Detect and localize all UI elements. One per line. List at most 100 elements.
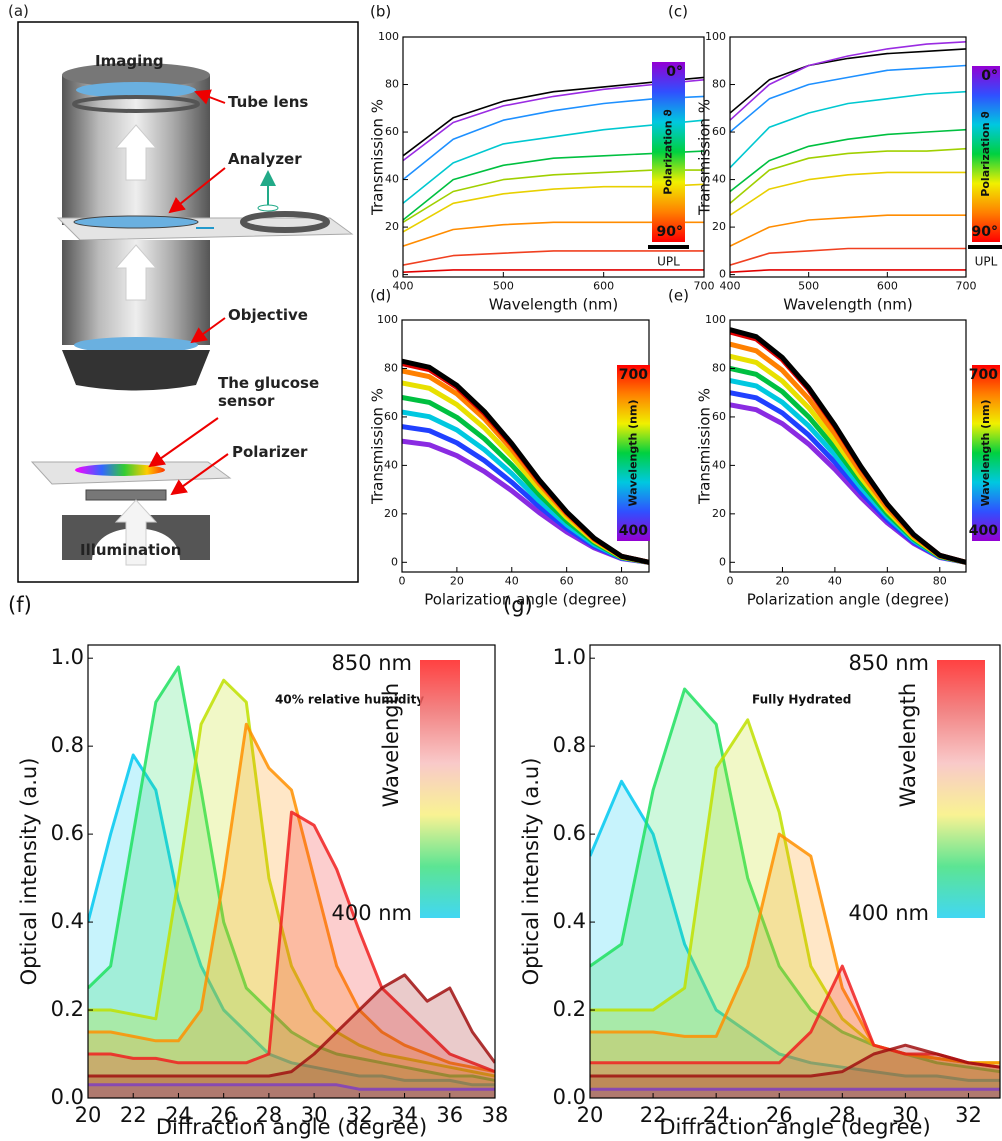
- y-tick-label: 60: [712, 410, 726, 423]
- series-group: [590, 687, 1000, 1098]
- diagram-label: Imaging: [95, 52, 164, 70]
- series-line: [730, 402, 966, 565]
- annotation: 40% relative humidity: [275, 693, 424, 707]
- plot-frame: [729, 36, 967, 278]
- y-tick-label: 0.2: [553, 997, 586, 1021]
- colorbar-tick-label: 90°: [657, 224, 683, 240]
- x-tick-label: 20: [75, 1103, 102, 1127]
- series-line: [88, 1083, 495, 1091]
- series-line: [590, 832, 1000, 1065]
- series-area: [88, 680, 495, 1098]
- y-tick-label: 20: [385, 220, 399, 233]
- series-area: [590, 781, 1000, 1098]
- series-line: [403, 250, 704, 266]
- y-axis-title: Transmission %: [696, 388, 714, 505]
- panel-label: (d): [370, 287, 391, 305]
- series-line: [88, 753, 495, 1087]
- colorbar: [652, 62, 685, 242]
- colorbar: [420, 660, 460, 918]
- colorbar-tick-label: 850 nm: [848, 651, 929, 675]
- series-line: [730, 90, 966, 169]
- y-tick-label: 0.4: [51, 909, 84, 933]
- y-tick-label: 0.8: [51, 733, 84, 757]
- series-line: [730, 269, 966, 273]
- colorbar-label: Wavelength (nm): [979, 400, 992, 507]
- series-area: [88, 755, 495, 1098]
- series-line: [730, 366, 966, 565]
- y-tick-label: 80: [712, 361, 726, 374]
- panel-label: (f): [8, 593, 32, 617]
- upl-swatch: [648, 245, 689, 249]
- x-tick-label: 30: [892, 1103, 919, 1127]
- y-axis-title: Transmission %: [369, 99, 387, 216]
- chart: (f) 20 22 24 26 28 30 32 34 36 38 0.0 0.2 0.4 0.6 0.8 1.…: [8, 593, 508, 1139]
- chart: (e) 0 20 40 60 80 0 20 40 60 80 100 Polarization ang…: [668, 287, 1000, 609]
- x-axis-title: Polarization angle (degree): [424, 591, 627, 609]
- colorbar-tick-label: 400: [969, 523, 998, 539]
- series-line: [730, 327, 966, 565]
- colorbar-label: Wavelength (nm): [627, 400, 640, 507]
- x-axis-title: Diffraction angle (degree): [156, 1115, 427, 1139]
- series-line: [730, 147, 966, 204]
- x-axis-title: Polarization angle (degree): [747, 591, 950, 609]
- colorbar-label: Polarization ϑ: [979, 111, 992, 196]
- series-line: [730, 41, 966, 121]
- chart: (c) 400 500 600 700 0 20 40 60 80 100 Wavelength (n…: [668, 3, 1002, 314]
- colorbar-tick-label: 700: [619, 367, 648, 383]
- y-tick-label: 0.0: [553, 1085, 586, 1109]
- y-tick-label: 0.6: [553, 821, 586, 845]
- chart: (d) 0 20 40 60 80 0 20 40 60 80 100 Polarization ang…: [369, 287, 650, 609]
- series-area: [590, 689, 1000, 1098]
- y-tick-label: 0: [392, 268, 399, 281]
- series-area: [88, 974, 495, 1098]
- x-tick-label: 700: [694, 279, 715, 292]
- colorbar: [972, 365, 1000, 541]
- x-tick-label: 500: [493, 279, 514, 292]
- x-tick-label: 34: [391, 1103, 418, 1127]
- series-line: [730, 171, 966, 216]
- panel-label: (g): [503, 593, 533, 617]
- series-line: [88, 678, 495, 1078]
- panel-label: (e): [668, 287, 689, 305]
- x-tick-label: 28: [256, 1103, 283, 1127]
- diagram-label: Analyzer: [228, 150, 302, 168]
- series-group: [730, 41, 966, 273]
- colorbar: [972, 66, 1000, 242]
- series-group: [88, 665, 495, 1098]
- series-line: [730, 128, 966, 193]
- series-line: [730, 48, 966, 114]
- colorbar: [617, 365, 650, 541]
- upl-label: UPL: [657, 255, 680, 269]
- diagram-label: Illumination: [80, 541, 182, 559]
- y-tick-label: 80: [384, 361, 398, 374]
- series-area: [590, 1045, 1000, 1098]
- plot-frame: [87, 644, 496, 1099]
- y-tick-label: 100: [377, 313, 398, 326]
- y-tick-label: 0: [719, 555, 726, 568]
- series-line: [730, 64, 966, 133]
- plot-frame: [402, 36, 705, 278]
- y-tick-label: 40: [385, 173, 399, 186]
- y-tick-label: 1.0: [51, 645, 84, 669]
- x-tick-label: 0: [727, 574, 734, 587]
- series-area: [590, 719, 1000, 1098]
- series-line: [88, 722, 495, 1074]
- plot-frame: [729, 319, 967, 573]
- diagram-label: Tube lens: [228, 93, 309, 111]
- series-area: [590, 966, 1000, 1098]
- y-tick-label: 0.6: [51, 821, 84, 845]
- series-line: [403, 269, 704, 273]
- colorbar-label: Wavelength: [896, 683, 920, 808]
- x-tick-label: 22: [640, 1103, 667, 1127]
- y-tick-label: 40: [384, 458, 398, 471]
- x-tick-label: 400: [720, 279, 741, 292]
- series-group: [730, 327, 966, 565]
- panel-label: (a): [8, 2, 29, 20]
- y-tick-label: 80: [385, 78, 399, 91]
- x-tick-label: 700: [956, 279, 977, 292]
- series-line: [88, 973, 495, 1078]
- y-axis-title: Transmission %: [369, 388, 387, 505]
- colorbar-label: Polarization ϑ: [662, 109, 675, 194]
- y-tick-label: 1.0: [553, 645, 586, 669]
